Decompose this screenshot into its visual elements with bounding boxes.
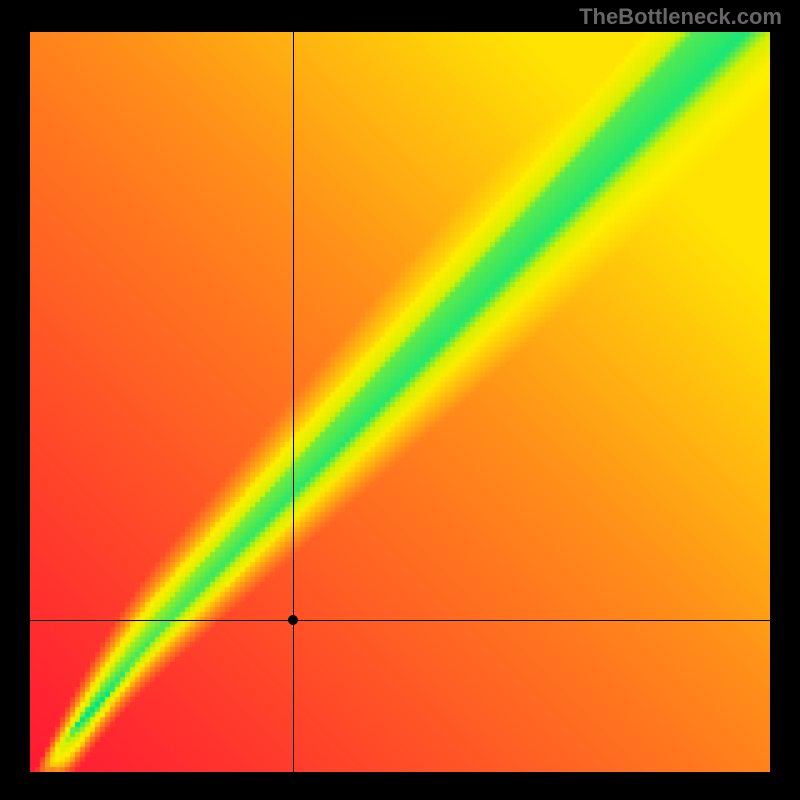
crosshair-horizontal (30, 620, 770, 621)
crosshair-marker (288, 615, 298, 625)
crosshair-vertical (293, 32, 294, 772)
bottleneck-heatmap (30, 32, 770, 772)
chart-container: TheBottleneck.com (0, 0, 800, 800)
watermark-text: TheBottleneck.com (579, 4, 782, 30)
